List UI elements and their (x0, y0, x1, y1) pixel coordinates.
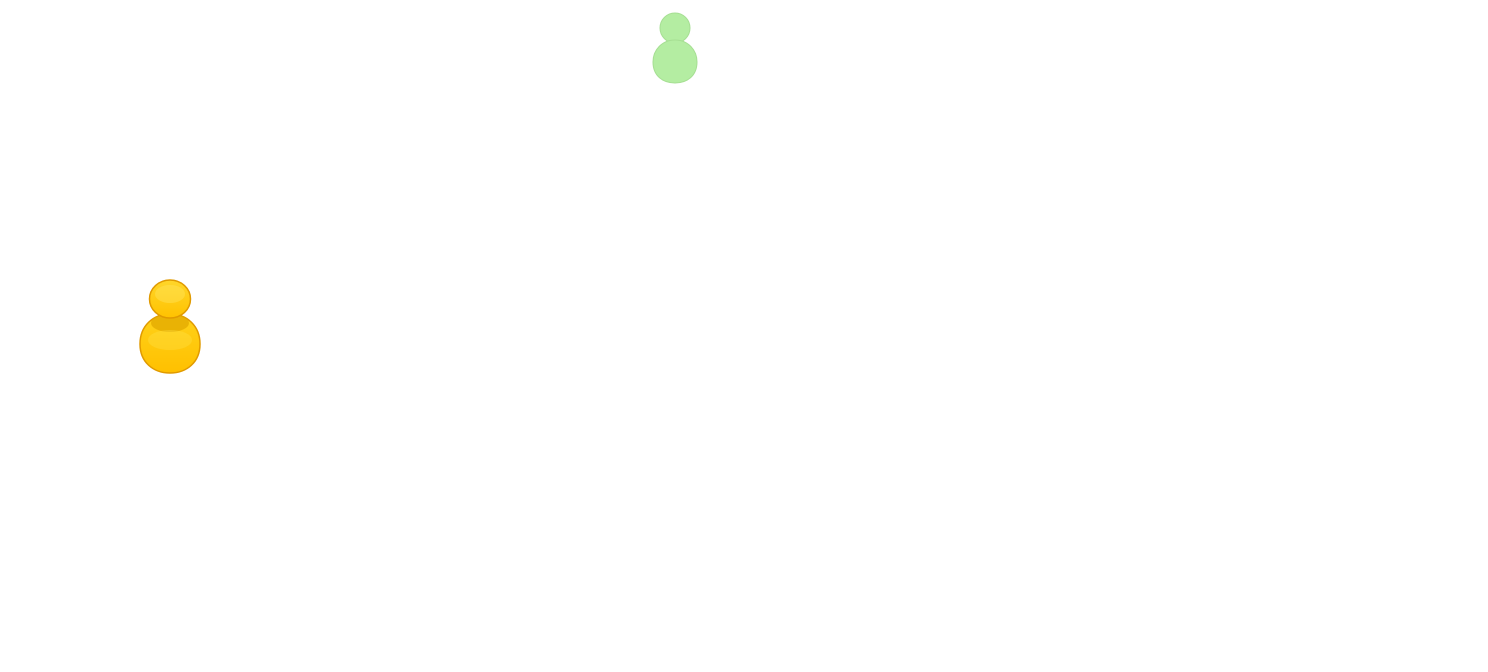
green-pawn-body (652, 39, 698, 84)
green-pawn-icon[interactable] (648, 10, 702, 86)
yellow-pawn-body (139, 313, 201, 374)
yellow-pawn-icon[interactable] (134, 274, 206, 378)
green-pawn-head (659, 12, 691, 44)
yellow-pawn-neck-shadow (151, 314, 189, 332)
yellow-pawn-graphic (139, 279, 201, 374)
yellow-pawn-body-highlight (148, 330, 192, 350)
green-pawn-graphic (652, 12, 698, 84)
yellow-pawn-head-highlight (155, 285, 185, 303)
yellow-pawn-head (148, 279, 192, 319)
